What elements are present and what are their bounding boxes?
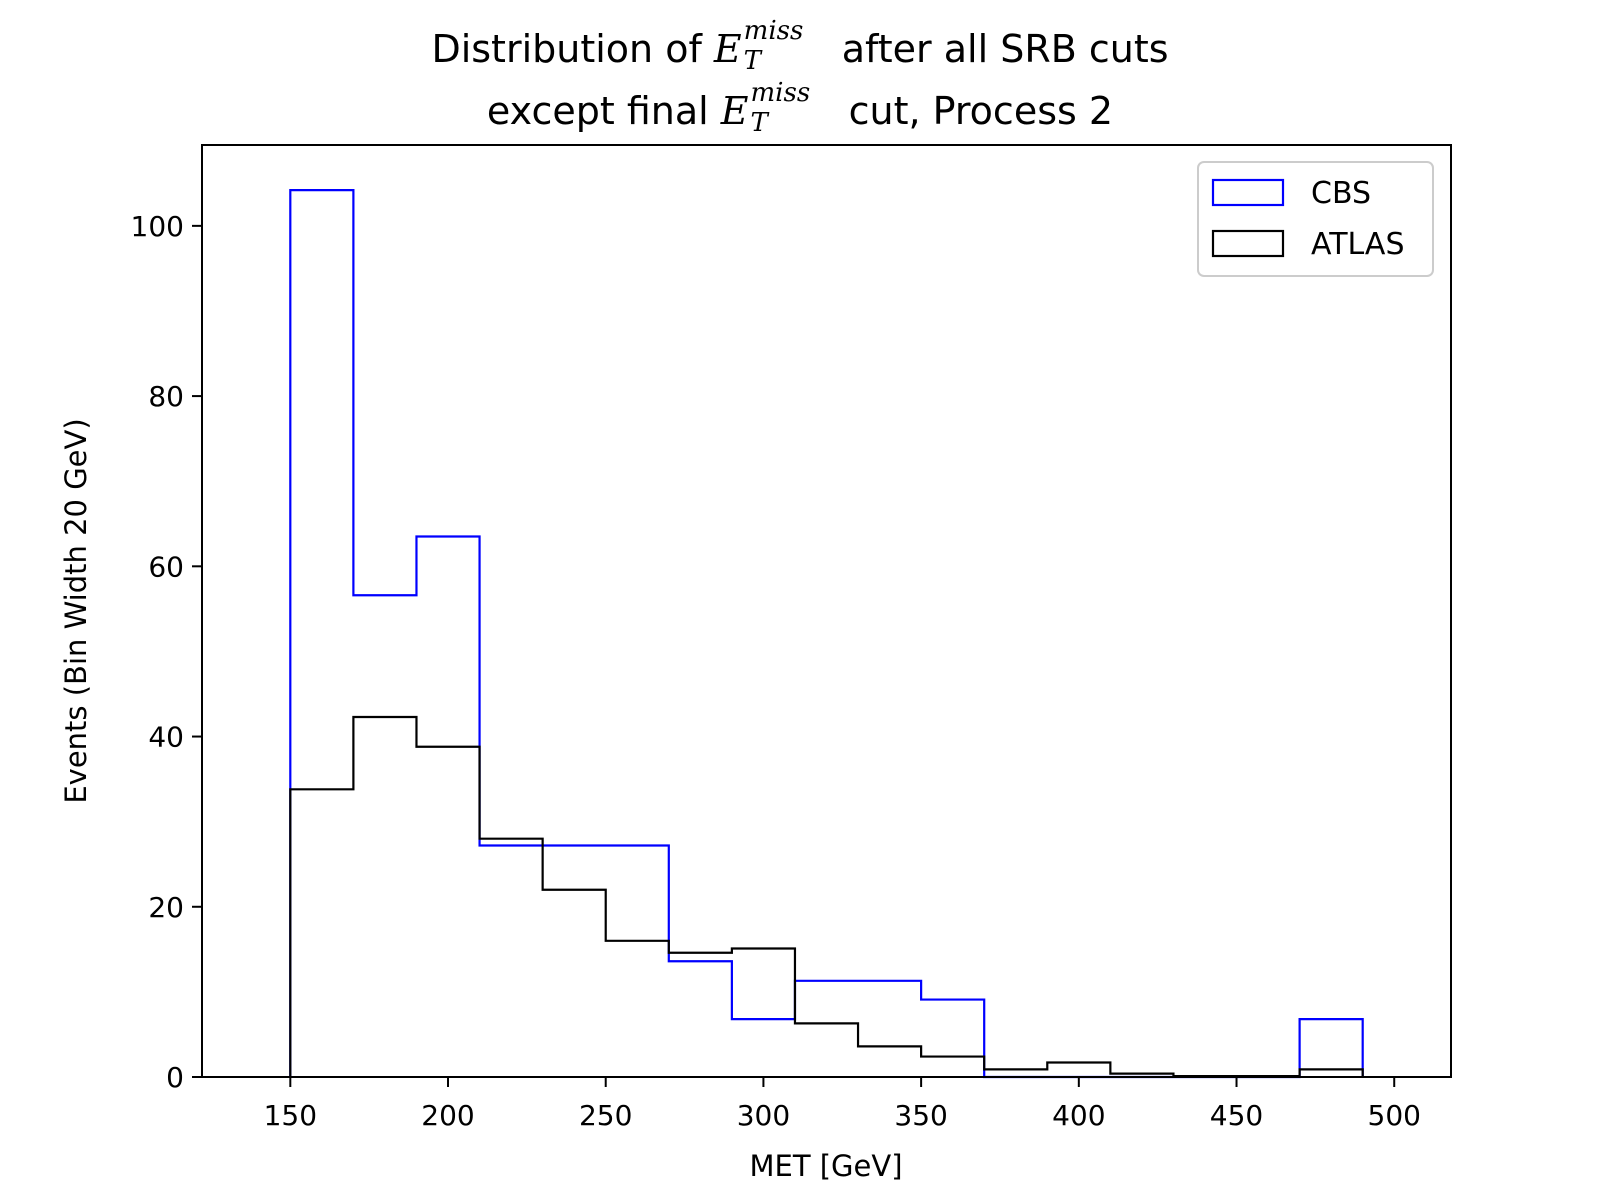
legend-items: CBS ATLAS [1211,176,1405,262]
title-symbol-base-2: E [720,89,749,133]
title-symbol-base: E [713,27,742,71]
title-line-1-prefix: Distribution of [431,27,714,71]
series-cbs-step-line [289,189,1364,1079]
y-axis-label: Events (Bin Width 20 GeV) [59,418,93,803]
legend-swatch-cbs [1211,178,1285,207]
legend-label-cbs: CBS [1311,176,1371,211]
y-tick-label-0: 0 [166,1061,184,1094]
series-layer [289,189,1364,1079]
title-symbol-sub-2: T [750,108,768,138]
legend-frame [1197,161,1434,277]
title-line-2-suffix: cut, Process 2 [836,89,1114,133]
title-symbol-scripts: miss T [742,16,830,76]
title-line-1-suffix: after all SRB cuts [829,27,1169,71]
x-tick-label-300: 300 [737,1099,790,1132]
x-axis-label: MET [GeV] [749,1149,902,1183]
series-atlas-step-line [289,715,1364,1078]
y-tick-label-20: 20 [148,891,184,924]
title-symbol-scripts-2: miss T [749,78,837,138]
title-symbol-sup: miss [743,16,804,46]
legend: CBS ATLAS [1197,161,1434,277]
title-symbol-sup-2: miss [750,78,811,108]
x-tick-label-500: 500 [1368,1099,1421,1132]
y-tick-label-60: 60 [148,550,184,583]
x-tick-label-400: 400 [1052,1099,1105,1132]
ticks-layer: 150 200 250 300 350 400 450 500 0 20 40 60 80 100 [131,210,1421,1132]
y-tick-label-80: 80 [148,380,184,413]
plot-frame [201,144,1452,1078]
title-symbol-sub: T [743,46,762,76]
x-tick-label-350: 350 [894,1099,947,1132]
x-tick-label-250: 250 [579,1099,632,1132]
legend-label-atlas: ATLAS [1311,227,1405,262]
y-tick-label-100: 100 [131,210,184,243]
y-tick-label-40: 40 [148,721,184,754]
x-tick-label-150: 150 [264,1099,317,1132]
title-line-2-prefix: except final [486,89,721,133]
x-tick-label-200: 200 [421,1099,474,1132]
x-tick-label-450: 450 [1210,1099,1263,1132]
legend-swatch-atlas [1211,229,1285,258]
